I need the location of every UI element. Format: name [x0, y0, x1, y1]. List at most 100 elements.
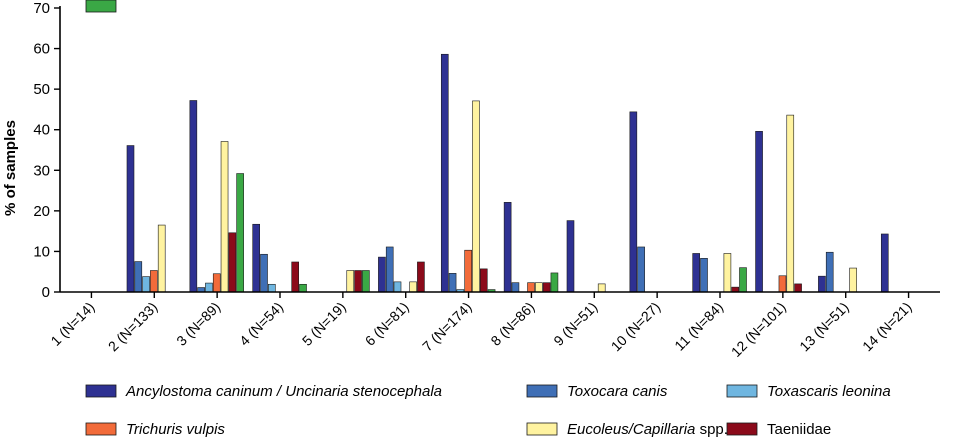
legend-swatch	[526, 422, 558, 436]
bar	[550, 272, 559, 293]
bar	[205, 282, 213, 293]
bar	[511, 282, 520, 293]
x-tick-label: 2 (N=133)	[105, 299, 161, 355]
legend-item: Toxocara canis	[526, 383, 668, 400]
legend-label: Toxocara canis	[567, 383, 668, 400]
y-tick-label: 10	[33, 243, 50, 260]
bar	[818, 275, 826, 293]
legend-item: Alaria alata	[85, 0, 201, 13]
legend-swatch	[726, 422, 758, 436]
x-tick-label: 6 (N=81)	[362, 299, 412, 349]
legend-label: Toxascaris leonina	[767, 383, 891, 400]
bar	[527, 282, 535, 293]
bar	[126, 145, 135, 293]
legend-swatch	[85, 422, 117, 436]
bar	[236, 173, 244, 293]
bar	[385, 246, 394, 293]
bar	[503, 202, 512, 293]
bar	[362, 270, 370, 293]
y-tick-label: 50	[33, 81, 50, 98]
y-tick-label: 20	[33, 203, 50, 220]
bar	[448, 273, 457, 293]
bar	[409, 281, 417, 293]
bar	[291, 261, 300, 293]
x-tick-label: 14 (N=21)	[859, 299, 915, 355]
bar	[417, 261, 425, 293]
y-tick-label: 60	[33, 41, 50, 58]
x-tick-label: 5 (N=19)	[299, 299, 349, 349]
bar	[755, 131, 763, 293]
legend-swatch	[85, 0, 117, 13]
y-axis-label: % of samples	[2, 120, 19, 216]
bar	[464, 249, 472, 293]
legend-item: Toxascaris leonina	[726, 383, 891, 400]
legend-swatch	[85, 384, 117, 398]
bar	[440, 53, 449, 293]
bar	[220, 141, 229, 293]
bar	[150, 270, 158, 293]
x-tick-label: 12 (N=101)	[728, 299, 789, 360]
y-tick-label: 40	[33, 122, 50, 139]
bar	[354, 270, 362, 293]
x-tick-label: 11 (N=84)	[671, 299, 726, 354]
bar	[700, 258, 708, 293]
bar	[212, 273, 221, 293]
bar	[228, 232, 237, 293]
bar	[629, 111, 638, 293]
bar	[566, 220, 575, 293]
bar	[267, 283, 276, 293]
bar	[378, 256, 386, 293]
bar	[142, 276, 150, 293]
y-tick-label: 0	[42, 284, 50, 301]
legend-swatch	[526, 384, 558, 398]
bar	[794, 283, 802, 293]
y-tick-label: 70	[33, 0, 50, 17]
x-tick-label: 13 (N=51)	[796, 299, 852, 355]
bar	[542, 282, 551, 293]
bar	[825, 251, 834, 293]
legend-label: Ancylostoma caninum / Uncinaria stenocep…	[125, 383, 442, 400]
legend-label: Taeniidae	[767, 421, 831, 438]
bar	[157, 224, 166, 293]
legend-swatch	[726, 384, 758, 398]
bar	[393, 281, 402, 293]
bar	[252, 223, 260, 293]
bar	[535, 282, 543, 293]
legend: Ancylostoma caninum / Uncinaria stenocep…	[85, 0, 891, 438]
x-tick-label: 7 (N=174)	[419, 299, 475, 355]
bar	[189, 100, 198, 293]
bar	[637, 246, 645, 293]
bar	[472, 100, 480, 293]
x-tick-label: 3 (N=89)	[173, 299, 223, 349]
x-tick-label: 8 (N=86)	[487, 299, 537, 349]
x-tick-label: 10 (N=27)	[608, 299, 664, 355]
bar	[692, 253, 701, 293]
legend-label: Trichuris vulpis	[126, 421, 225, 438]
legend-label: Alaria alata	[125, 0, 201, 4]
x-tick-label: 9 (N=51)	[550, 299, 600, 349]
bar	[849, 267, 857, 293]
bar	[597, 283, 606, 293]
bar	[260, 253, 268, 293]
bar	[880, 233, 889, 293]
bar	[479, 268, 488, 293]
legend-item: Trichuris vulpis	[85, 421, 225, 438]
bar	[739, 267, 747, 293]
legend-label: Eucoleus/Capillaria spp.	[567, 421, 728, 438]
legend-item: Eucoleus/Capillaria spp.	[526, 421, 728, 438]
bar	[778, 275, 787, 293]
legend-item: Ancylostoma caninum / Uncinaria stenocep…	[85, 383, 442, 400]
legend-item: Taeniidae	[726, 421, 831, 438]
bars	[126, 53, 889, 293]
bar	[299, 283, 307, 293]
x-axis: 1 (N=14) 2 (N=133) 3 (N=89) 4 (N=54) 5 (N=19…	[47, 291, 940, 360]
y-tick-label: 30	[33, 162, 50, 179]
x-tick-label: 4 (N=54)	[236, 299, 286, 349]
bar	[786, 114, 795, 293]
bar	[723, 253, 732, 293]
x-tick-label: 1 (N=14)	[47, 299, 97, 349]
bar	[134, 261, 143, 293]
bar	[346, 270, 355, 293]
y-axis: 0 10 20 30 40 50 60 70	[33, 0, 61, 301]
